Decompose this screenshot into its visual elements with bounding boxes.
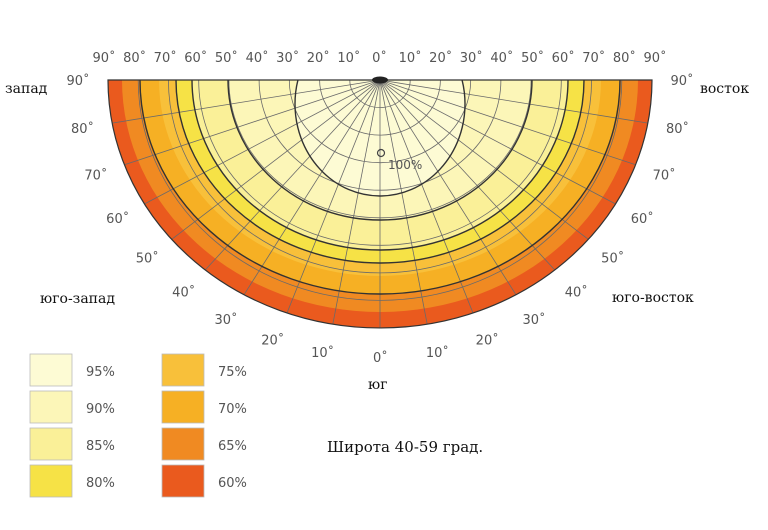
right-arc-tick-label: 20˚ [476, 332, 499, 348]
legend: 95% 90% 85% 80% 75% 70% 65% 60% [29, 353, 247, 498]
azimuth-grid-line [379, 80, 648, 124]
azimuth-grid-line [379, 80, 517, 296]
tilt-grid-arc [228, 80, 532, 219]
right-arc-tick-label: 30˚ [522, 312, 545, 328]
top-scale-tick-label: 40˚ [246, 50, 269, 66]
bottom-angle-label: 0˚ [373, 350, 388, 366]
right-arc-tick-label: 70˚ [653, 167, 676, 183]
legend-label: 70% [218, 402, 247, 417]
left-arc-tick-label: 10˚ [311, 345, 334, 361]
left-arc-tick-label: 20˚ [261, 332, 284, 348]
legend-swatch [29, 353, 73, 387]
left-arc-tick-label: 40˚ [172, 284, 195, 300]
top-scale-tick-label: 70˚ [154, 50, 177, 66]
legend-swatch [161, 353, 205, 387]
top-scale-tick-label: 60˚ [552, 50, 575, 66]
left-arc-tick-label: 60˚ [106, 211, 129, 227]
top-scale-tick-label: 90˚ [643, 50, 666, 66]
top-scale-tick-label: 60˚ [184, 50, 207, 66]
legend-label: 65% [218, 439, 247, 454]
legend-swatch [29, 390, 73, 424]
zone-contour [139, 80, 621, 295]
latitude-caption: Широта 40-59 град. [327, 438, 483, 456]
top-scale-tick-label: 50˚ [521, 50, 544, 66]
azimuth-grid-line [171, 80, 381, 240]
left-arc-tick-label: 50˚ [136, 250, 159, 266]
direction-south: юг [368, 377, 388, 393]
top-scale-tick-label: 20˚ [429, 50, 452, 66]
azimuth-grid-line [379, 80, 556, 271]
legend-label: 75% [218, 365, 247, 380]
azimuth-grid-line [286, 80, 381, 314]
direction-west: запад [5, 81, 48, 97]
top-scale-tick-label: 50˚ [215, 50, 238, 66]
right-arc-tick-label: 40˚ [565, 284, 588, 300]
legend-label: 90% [86, 402, 115, 417]
diagram-outline [107, 79, 653, 329]
top-scale-tick-label: 10˚ [337, 50, 360, 66]
legend-label: 60% [218, 476, 247, 491]
legend-swatch [161, 427, 205, 461]
right-angle-scale: 90˚ 80˚ 70˚ 60˚ 50˚ 40˚ 30˚ 20˚ 10˚ [426, 73, 694, 361]
top-scale-tick-label: 70˚ [582, 50, 605, 66]
top-scale-tick-label: 10˚ [399, 50, 422, 66]
top-scale-tick-label: 80˚ [123, 50, 146, 66]
top-scale-tick-label: 30˚ [276, 50, 299, 66]
azimuth-grid-line [124, 80, 381, 166]
left-arc-tick-label: 90˚ [66, 73, 89, 89]
direction-south-west: юго-запад [40, 291, 115, 307]
top-scale-tick-label: 40˚ [490, 50, 513, 66]
zone-contours [139, 80, 621, 295]
top-scale-tick-label: 0˚ [372, 50, 387, 66]
legend-label: 95% [86, 365, 115, 380]
direction-south-east: юго-восток [612, 290, 694, 306]
legend-swatch [29, 464, 73, 498]
left-angle-scale: 90˚ 80˚ 70˚ 60˚ 50˚ 40˚ 30˚ 20˚ 10˚ [66, 73, 334, 361]
legend-swatch [29, 427, 73, 461]
zone-contour [191, 80, 569, 251]
azimuth-grid-line [144, 80, 381, 205]
left-arc-tick-label: 70˚ [84, 167, 107, 183]
legend-swatch [161, 390, 205, 424]
azimuth-grid-line [243, 80, 381, 296]
tilt-grid-arc [198, 80, 562, 246]
top-scale-tick-label: 20˚ [307, 50, 330, 66]
top-angle-scale: 90˚ 80˚ 70˚ 60˚ 50˚ 40˚ 30˚ 20˚ 10˚ 0˚ 10˚ 20˚ 30˚ 40… [92, 50, 666, 66]
top-scale-tick-label: 90˚ [92, 50, 115, 66]
right-arc-tick-label: 90˚ [670, 73, 693, 89]
right-arc-tick-label: 60˚ [631, 211, 654, 227]
azimuth-grid-line [204, 80, 381, 271]
tilt-grid-arc [137, 80, 623, 301]
tilt-grid-arc [288, 80, 472, 164]
zone-contour [175, 80, 585, 264]
azimuth-grid-line [379, 80, 474, 314]
azimuth-grid-line [332, 80, 381, 325]
tilt-grid-arc [167, 80, 593, 274]
azimuth-grid-line [379, 80, 428, 325]
top-scale-tick-label: 80˚ [613, 50, 636, 66]
azimuth-grid-line [379, 80, 616, 205]
top-scale-tick-label: 30˚ [460, 50, 483, 66]
direction-east: восток [700, 81, 749, 97]
left-arc-tick-label: 80˚ [71, 121, 94, 137]
legend-swatch [161, 464, 205, 498]
tilt-grid-arc [258, 80, 502, 191]
left-arc-tick-label: 30˚ [214, 312, 237, 328]
zone-contour [294, 80, 466, 197]
right-arc-tick-label: 10˚ [426, 345, 449, 361]
zone-contour [227, 80, 533, 221]
tilt-grid-arc [319, 80, 441, 136]
azimuth-grid-line [379, 80, 636, 166]
right-arc-tick-label: 50˚ [601, 250, 624, 266]
top-pole-marker [372, 76, 388, 84]
zone-90-pct [228, 80, 532, 220]
legend-label: 85% [86, 439, 115, 454]
right-arc-tick-label: 80˚ [666, 121, 689, 137]
legend-label: 80% [86, 476, 115, 491]
optimum-value-label: 100% [388, 158, 422, 172]
azimuth-grid-line [379, 80, 589, 240]
azimuth-grid-line [112, 80, 381, 124]
optimum-point-marker [376, 148, 386, 158]
